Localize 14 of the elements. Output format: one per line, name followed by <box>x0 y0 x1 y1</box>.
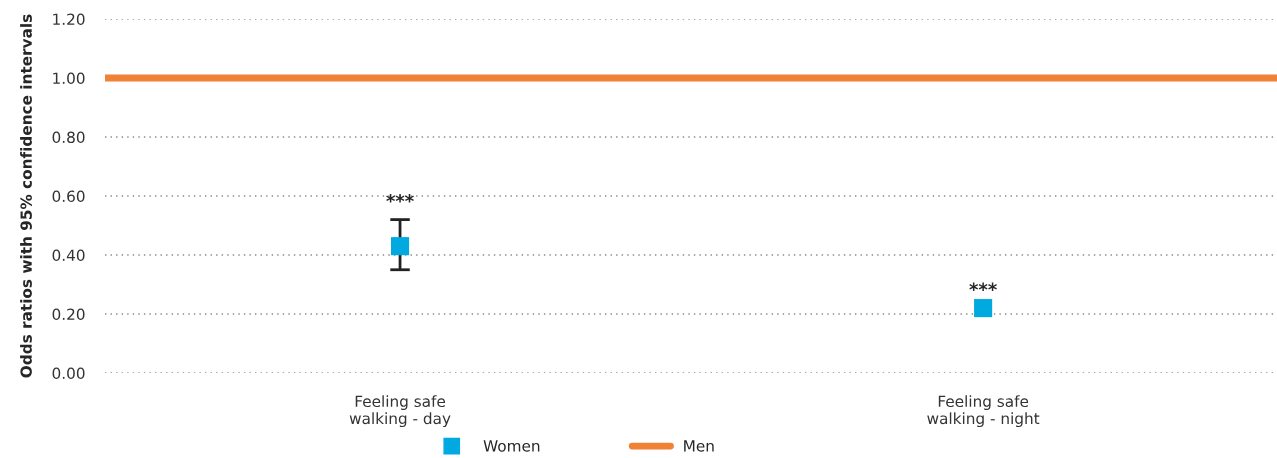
x-tick-label: Feeling safe walking - day <box>349 395 451 428</box>
y-tick-label: 1.00 <box>53 72 85 85</box>
annotation: *** <box>386 194 414 203</box>
annotation: *** <box>969 282 997 291</box>
y-tick-label: 0.80 <box>52 131 85 144</box>
y-tick-label: 0.60 <box>52 190 85 203</box>
y-tick-label: 0.00 <box>52 367 85 380</box>
x-tick-label: Feeling safe walking - night <box>927 395 1040 428</box>
legend-label: Women <box>483 440 540 452</box>
y-tick-label: 0.20 <box>52 308 85 321</box>
y-tick-label: 0.40 <box>52 249 85 262</box>
y-axis-title: Odds ratios with 95% confidence intervals <box>20 14 32 378</box>
legend-label: Men <box>684 440 714 452</box>
y-tick-label: 1.20 <box>53 13 85 26</box>
